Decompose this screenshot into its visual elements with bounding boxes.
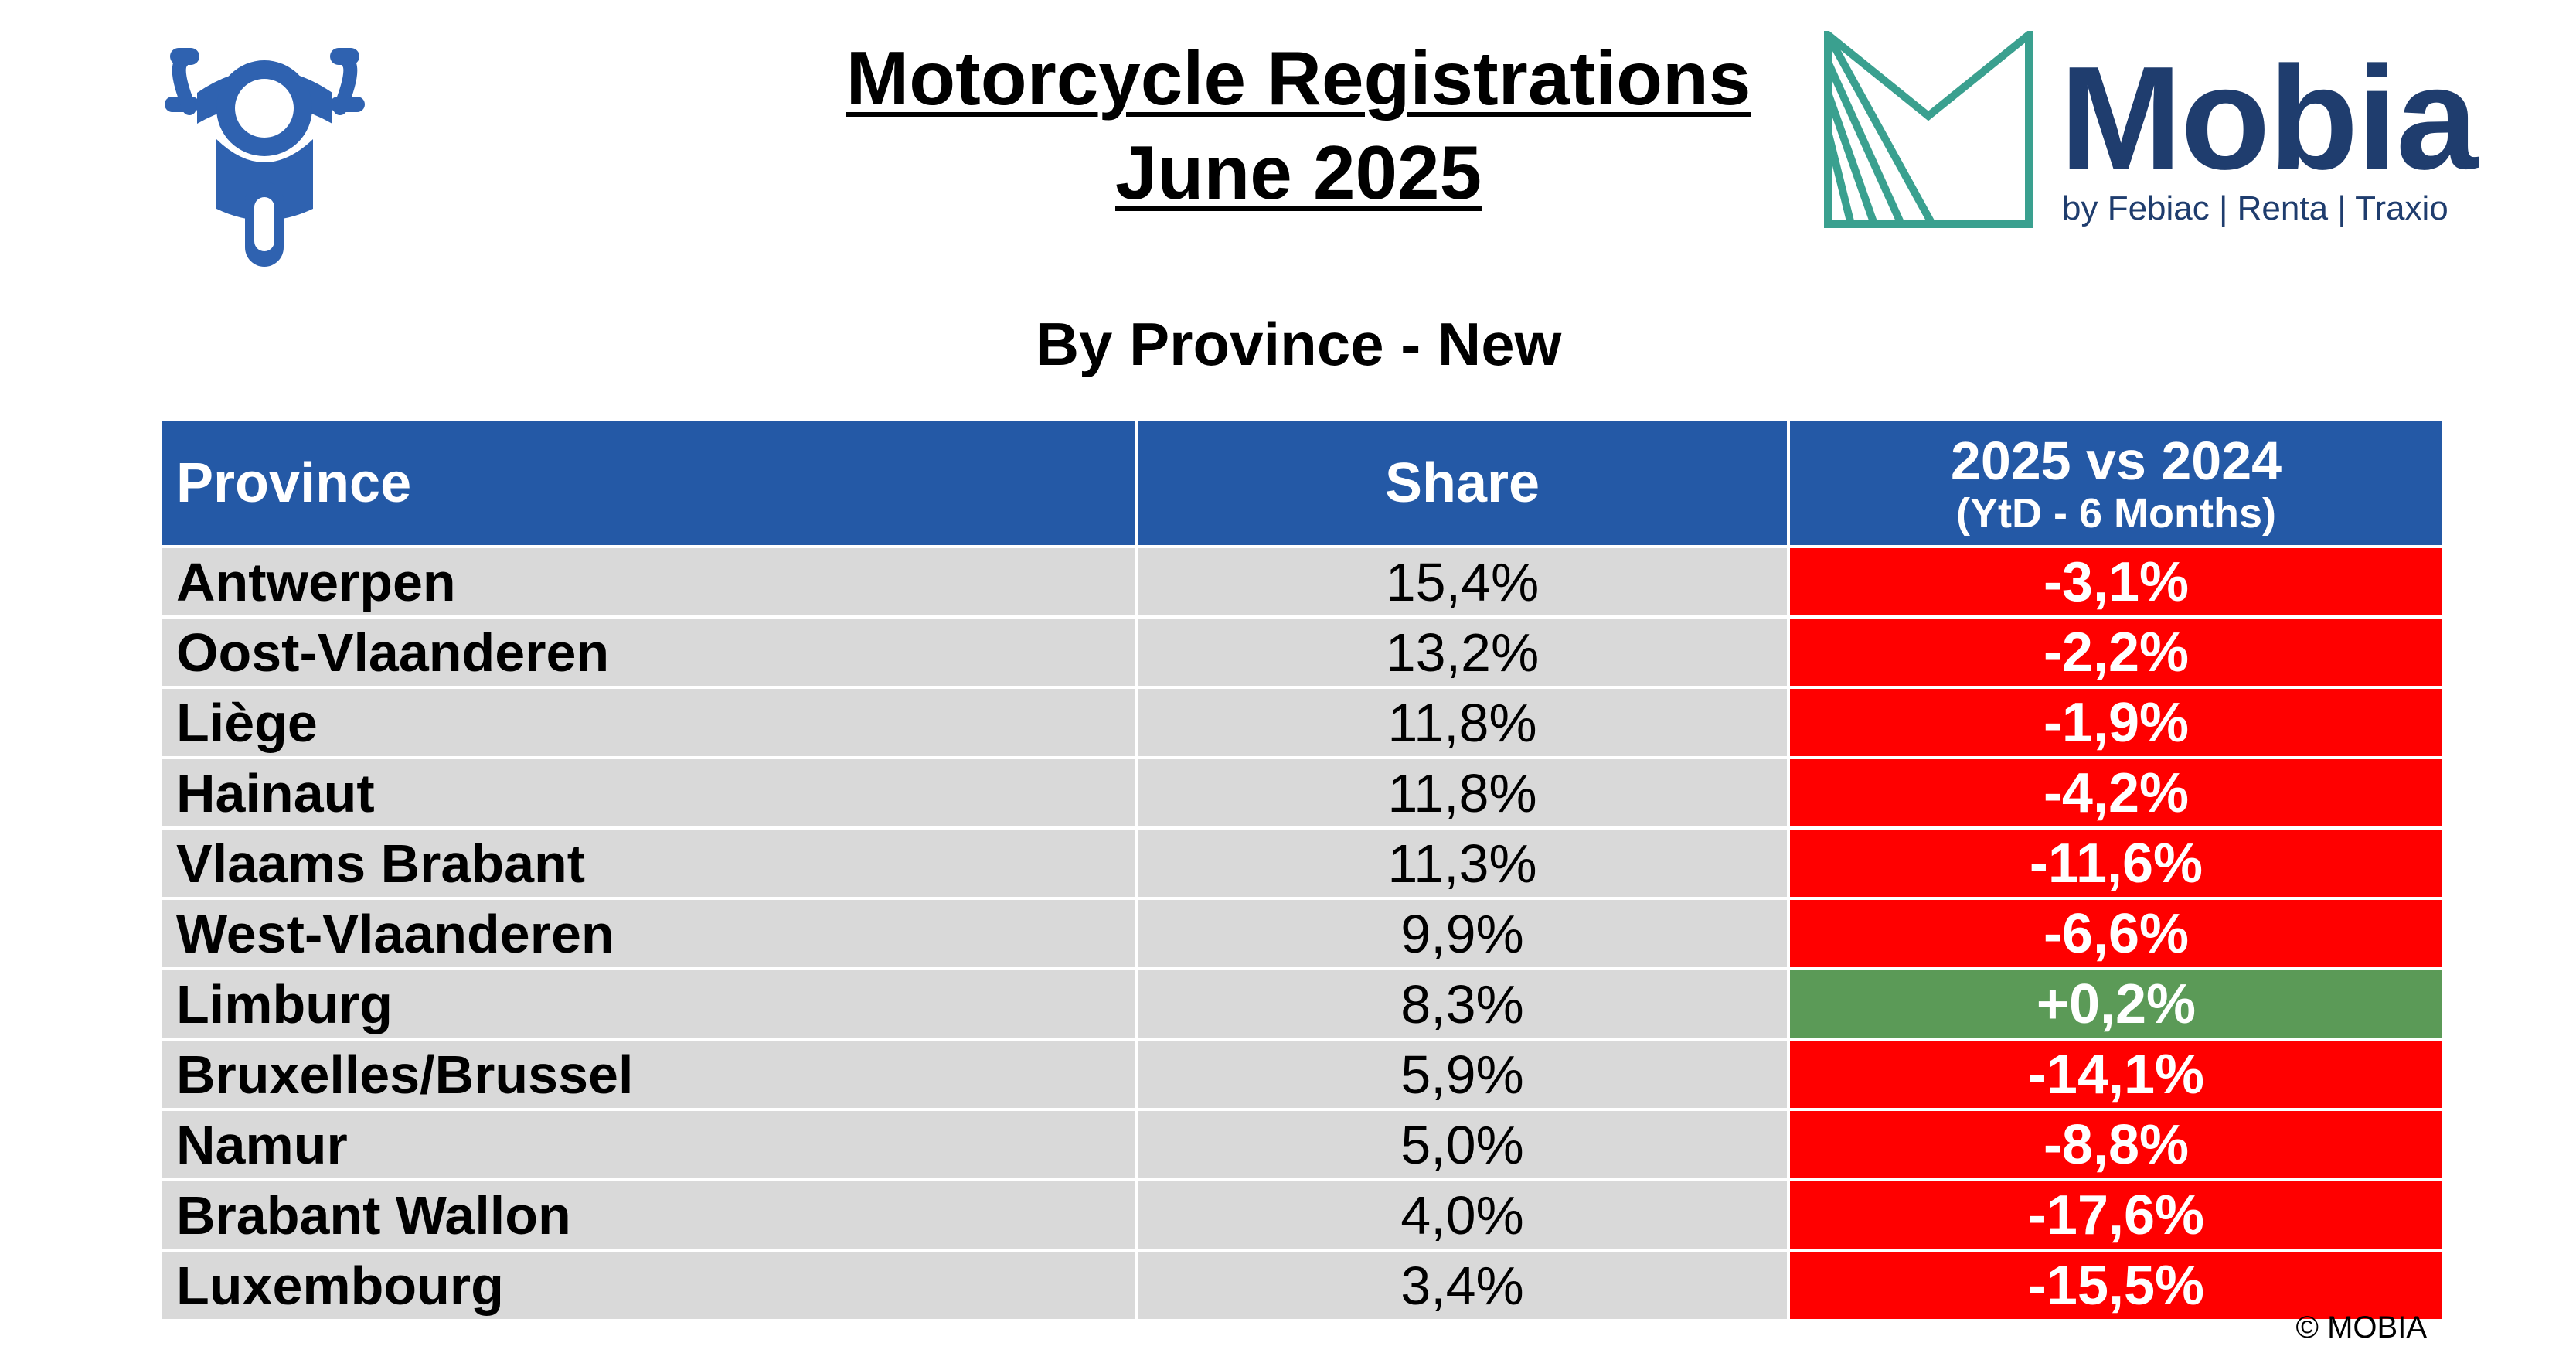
header-share: Share xyxy=(1138,421,1787,545)
motorcycle-icon xyxy=(165,48,365,267)
row-province: Antwerpen xyxy=(162,548,1135,615)
row-province: Liège xyxy=(162,689,1135,756)
row-change: -17,6% xyxy=(1790,1181,2442,1249)
row-change: -11,6% xyxy=(1790,830,2442,897)
row-change: -6,6% xyxy=(1790,900,2442,967)
row-change: -2,2% xyxy=(1790,619,2442,686)
province-table: Province Share 2025 vs 2024 (YtD - 6 Mon… xyxy=(162,421,2442,1319)
title-line-1: Motorcycle Registrations xyxy=(846,36,1751,121)
copyright: © MOBIA xyxy=(2295,1310,2428,1344)
table-subtitle: By Province - New xyxy=(1035,310,1562,378)
row-change: -14,1% xyxy=(1790,1041,2442,1108)
row-share: 15,4% xyxy=(1138,548,1787,615)
row-province: West-Vlaanderen xyxy=(162,900,1135,967)
row-share: 5,0% xyxy=(1138,1111,1787,1178)
row-share: 11,8% xyxy=(1138,689,1787,756)
row-province: Brabant Wallon xyxy=(162,1181,1135,1249)
row-share: 9,9% xyxy=(1138,900,1787,967)
page-title: Motorcycle Registrations June 2025 xyxy=(696,31,1901,220)
row-change: -1,9% xyxy=(1790,689,2442,756)
row-share: 3,4% xyxy=(1138,1252,1787,1319)
title-line-2: June 2025 xyxy=(1115,130,1482,215)
row-share: 11,8% xyxy=(1138,759,1787,826)
row-change: -8,8% xyxy=(1790,1111,2442,1178)
mobia-logo-text: Mobia xyxy=(2060,36,2478,200)
row-change: -3,1% xyxy=(1790,548,2442,615)
row-share: 8,3% xyxy=(1138,970,1787,1038)
mobia-logo-tagline: by Febiac | Renta | Traxio xyxy=(2062,189,2448,227)
row-change: -4,2% xyxy=(1790,759,2442,826)
row-province: Vlaams Brabant xyxy=(162,830,1135,897)
row-province: Hainaut xyxy=(162,759,1135,826)
row-province: Luxembourg xyxy=(162,1252,1135,1319)
row-province: Oost-Vlaanderen xyxy=(162,619,1135,686)
row-province: Namur xyxy=(162,1111,1135,1178)
mobia-logo-mark xyxy=(1824,31,2033,228)
header-change: 2025 vs 2024 (YtD - 6 Months) xyxy=(1790,421,2442,545)
row-share: 11,3% xyxy=(1138,830,1787,897)
header-province: Province xyxy=(162,421,1135,545)
row-share: 4,0% xyxy=(1138,1181,1787,1249)
row-change: +0,2% xyxy=(1790,970,2442,1038)
row-share: 13,2% xyxy=(1138,619,1787,686)
header-change-line-2: (YtD - 6 Months) xyxy=(1956,490,2276,537)
row-change: -15,5% xyxy=(1790,1252,2442,1319)
row-province: Bruxelles/Brussel xyxy=(162,1041,1135,1108)
row-share: 5,9% xyxy=(1138,1041,1787,1108)
header-change-line-1: 2025 vs 2024 xyxy=(1950,431,2282,491)
row-province: Limburg xyxy=(162,970,1135,1038)
